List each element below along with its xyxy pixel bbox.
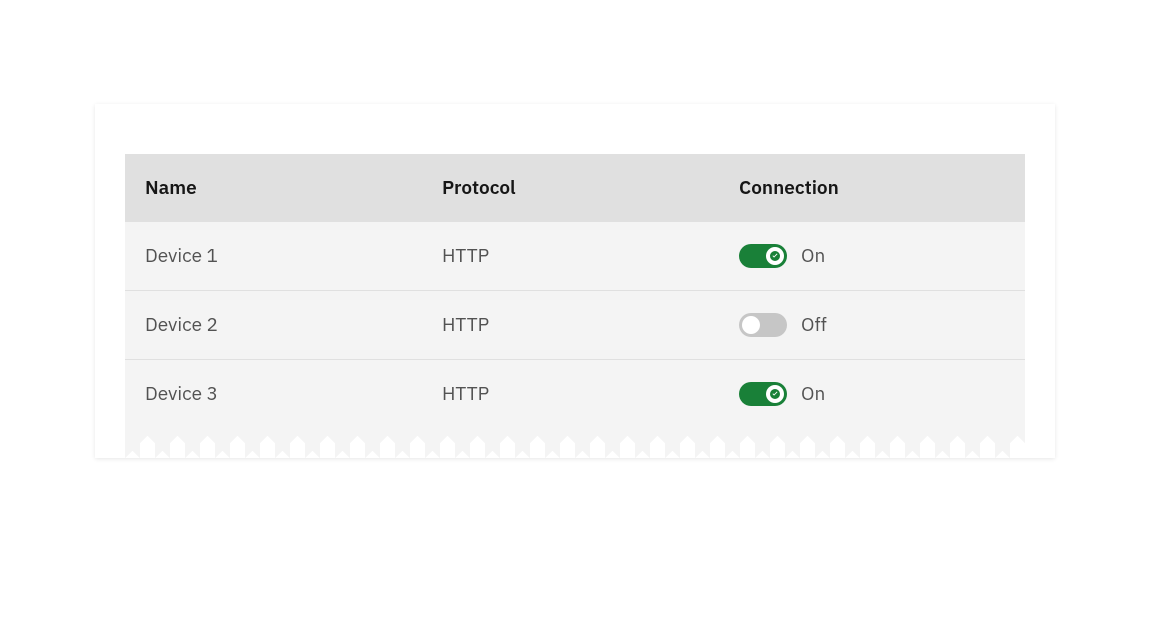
cell-connection: Off: [719, 291, 1025, 360]
cell-protocol: HTTP: [422, 360, 719, 429]
cell-protocol: HTTP: [422, 291, 719, 360]
column-header-name[interactable]: Name: [125, 154, 422, 222]
column-header-connection[interactable]: Connection: [719, 154, 1025, 222]
cell-connection: On: [719, 360, 1025, 429]
table-header-row: Name Protocol Connection: [125, 154, 1025, 222]
checkmark-filled-icon: [766, 247, 784, 265]
connection-toggle-label: On: [801, 382, 825, 406]
device-table: Name Protocol Connection Device 1HTTP On…: [125, 154, 1025, 428]
connection-toggle-label: On: [801, 244, 825, 268]
connection-toggle-label: Off: [801, 313, 827, 337]
checkmark-filled-icon: [766, 385, 784, 403]
table-row: Device 1HTTP On: [125, 222, 1025, 291]
table-row: Device 2HTTP Off: [125, 291, 1025, 360]
connection-toggle[interactable]: [739, 244, 787, 268]
truncation-edge: [125, 428, 1025, 458]
data-table-card: Name Protocol Connection Device 1HTTP On…: [95, 104, 1055, 458]
connection-toggle[interactable]: [739, 382, 787, 406]
toggle-knob: [742, 316, 760, 334]
table-row: Device 3HTTP On: [125, 360, 1025, 429]
cell-name: Device 2: [125, 291, 422, 360]
cell-name: Device 3: [125, 360, 422, 429]
column-header-protocol[interactable]: Protocol: [422, 154, 719, 222]
cell-name: Device 1: [125, 222, 422, 291]
table-container: Name Protocol Connection Device 1HTTP On…: [95, 104, 1055, 428]
cell-protocol: HTTP: [422, 222, 719, 291]
connection-toggle[interactable]: [739, 313, 787, 337]
cell-connection: On: [719, 222, 1025, 291]
